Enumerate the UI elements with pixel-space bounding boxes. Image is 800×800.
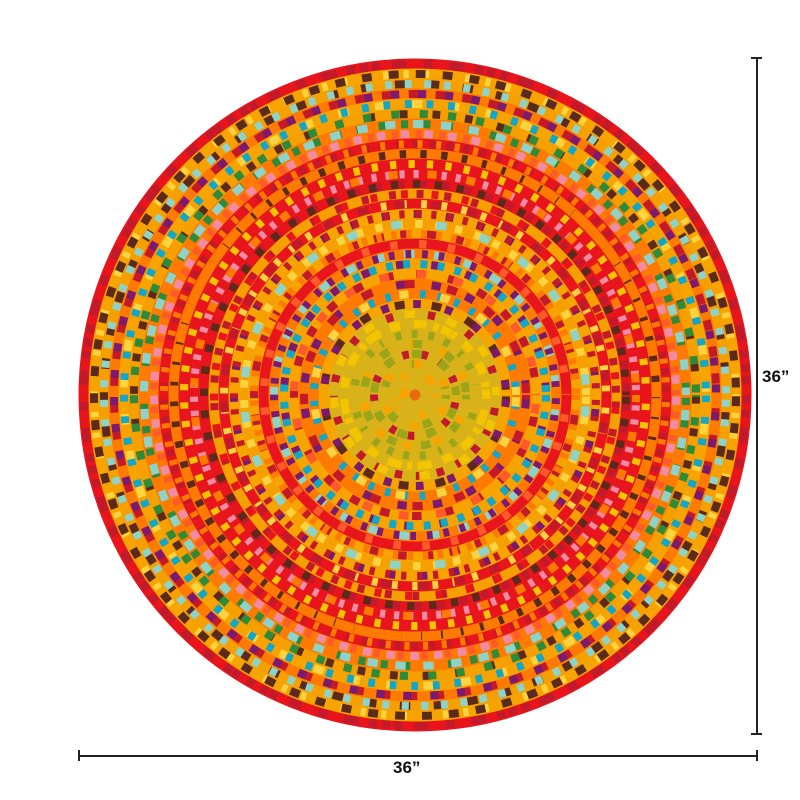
height-dimension-cap-top	[751, 57, 762, 59]
rug-braid-ring	[100, 80, 730, 710]
width-dimension-cap-left	[78, 750, 80, 761]
rug-braid-ring	[400, 380, 430, 410]
rug-braid-ring	[330, 310, 500, 480]
rug-braid-ring	[140, 120, 690, 670]
width-dimension-label: 36”	[393, 758, 421, 777]
rug-braid-ring	[210, 190, 620, 600]
height-dimension-cap-bottom	[751, 733, 762, 735]
height-dimension-label: 36”	[762, 367, 790, 386]
rug-braid-ring	[150, 130, 680, 660]
rug-braid-ring	[190, 170, 640, 620]
rug-braid-ring	[150, 130, 680, 660]
rug-braid-ring	[260, 240, 570, 550]
rug-braid-ring	[380, 360, 450, 430]
rug-braid-ring	[350, 330, 480, 460]
rug-braid-ring	[120, 100, 710, 690]
rug-braid-ring	[290, 270, 540, 520]
rug-braid-ring	[310, 290, 520, 500]
rug-braid-ring	[220, 200, 610, 590]
rug-braid-ring	[230, 210, 600, 580]
rug-braid-ring	[180, 160, 650, 630]
rug-braid-ring	[350, 330, 480, 460]
rug-braid-ring	[290, 270, 540, 520]
rug-braid-ring	[390, 370, 440, 420]
rug-braid-ring	[120, 100, 710, 690]
rug-braid-ring	[370, 350, 460, 440]
rug-braid-ring	[250, 230, 580, 560]
width-dimension-cap-right	[756, 750, 758, 761]
rug-braid-ring	[270, 250, 560, 540]
rug-braid-ring	[80, 60, 750, 730]
rug-braid-ring	[200, 180, 630, 610]
rug-braid-ring	[320, 300, 510, 490]
rug-braid-ring	[340, 320, 490, 470]
rug-braid-ring	[220, 200, 610, 590]
rug-braid-ring	[160, 140, 670, 650]
rug-braid-ring	[280, 260, 550, 530]
rug-braid-ring	[340, 320, 490, 470]
height-dimension-line	[756, 57, 758, 734]
rug-braid-ring	[300, 280, 530, 510]
rug-braid-ring	[90, 70, 740, 720]
rug-braid-ring	[260, 240, 570, 550]
rug-braid-ring	[110, 90, 720, 700]
rug-braid-ring	[360, 340, 470, 450]
rug-braid-ring	[170, 150, 660, 640]
rug-braid-ring	[240, 220, 590, 570]
width-dimension-line	[78, 755, 757, 757]
rug-braid-ring	[210, 190, 620, 600]
rug-braid-ring	[130, 110, 700, 680]
